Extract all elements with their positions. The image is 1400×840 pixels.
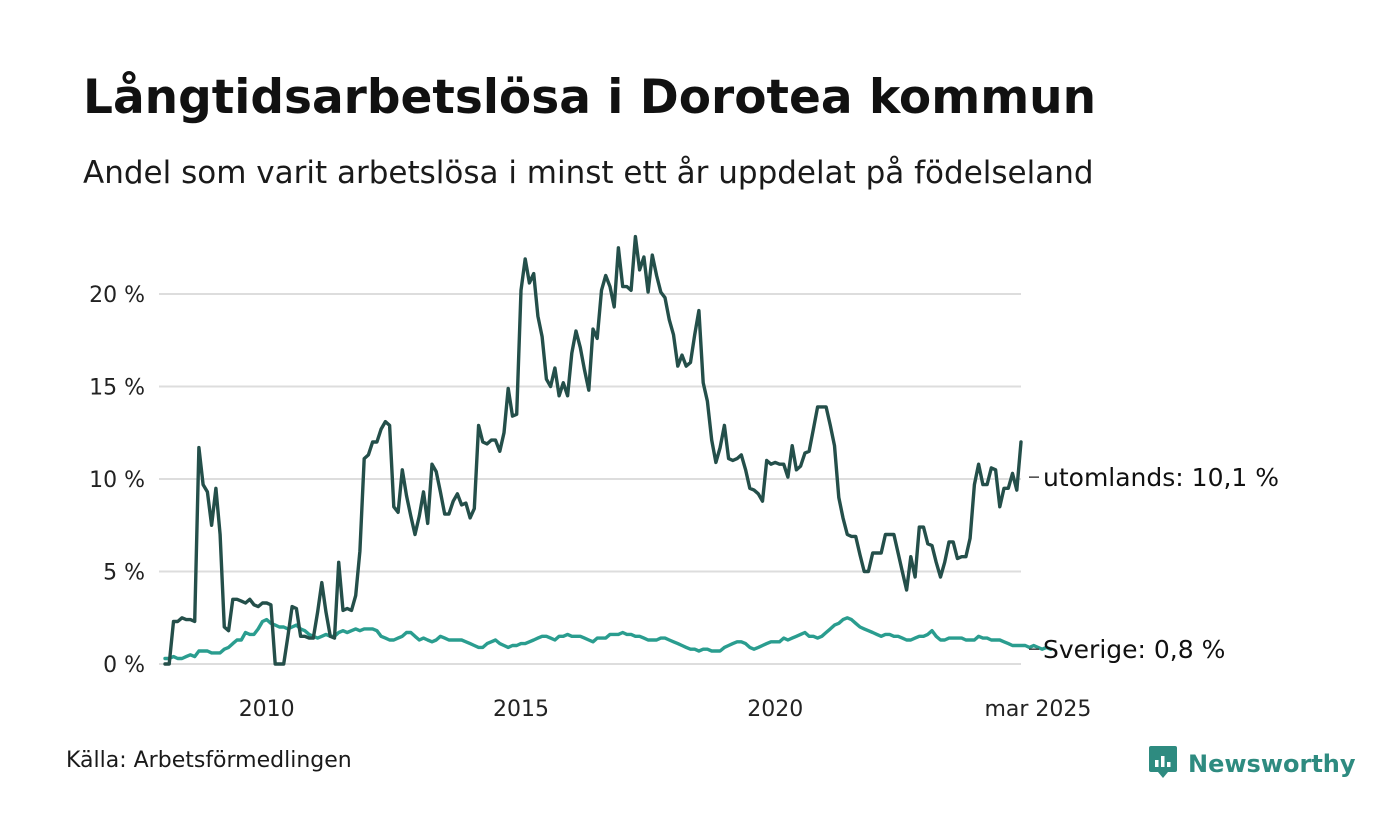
series-lines [163,234,1053,666]
y-tick-label: 15 % [89,376,145,401]
chart-title: Långtidsarbetslösa i Dorotea kommun [83,70,1097,125]
x-axis-ticks: 2010 2015 2020 mar 2025 [239,697,1092,722]
x-tick-label: 2010 [239,697,295,722]
y-tick-label: 0 % [103,653,145,678]
brand-name: Newsworthy [1188,750,1356,778]
end-label-sverige: Sverige: 0,8 % [1043,635,1225,664]
y-axis-ticks: 0 % 5 % 10 % 15 % 20 % [89,283,145,678]
newsworthy-logo-icon [1148,744,1178,784]
x-tick-label: 2015 [493,697,549,722]
end-labels: utomlands: 10,1 % Sverige: 0,8 % [1029,463,1279,664]
end-label-utomlands: utomlands: 10,1 % [1043,463,1279,492]
series-line-utomlands [163,234,1023,666]
y-tick-label: 20 % [89,283,145,308]
x-tick-label: mar 2025 [984,697,1091,722]
y-tick-label: 5 % [103,561,145,586]
source-note: Källa: Arbetsförmedlingen [66,748,352,773]
brand-logo: Newsworthy [1148,744,1356,784]
chart-subtitle: Andel som varit arbetslösa i minst ett å… [83,155,1094,191]
y-tick-label: 10 % [89,468,145,493]
grid-lines [159,293,1021,665]
x-tick-label: 2020 [747,697,803,722]
